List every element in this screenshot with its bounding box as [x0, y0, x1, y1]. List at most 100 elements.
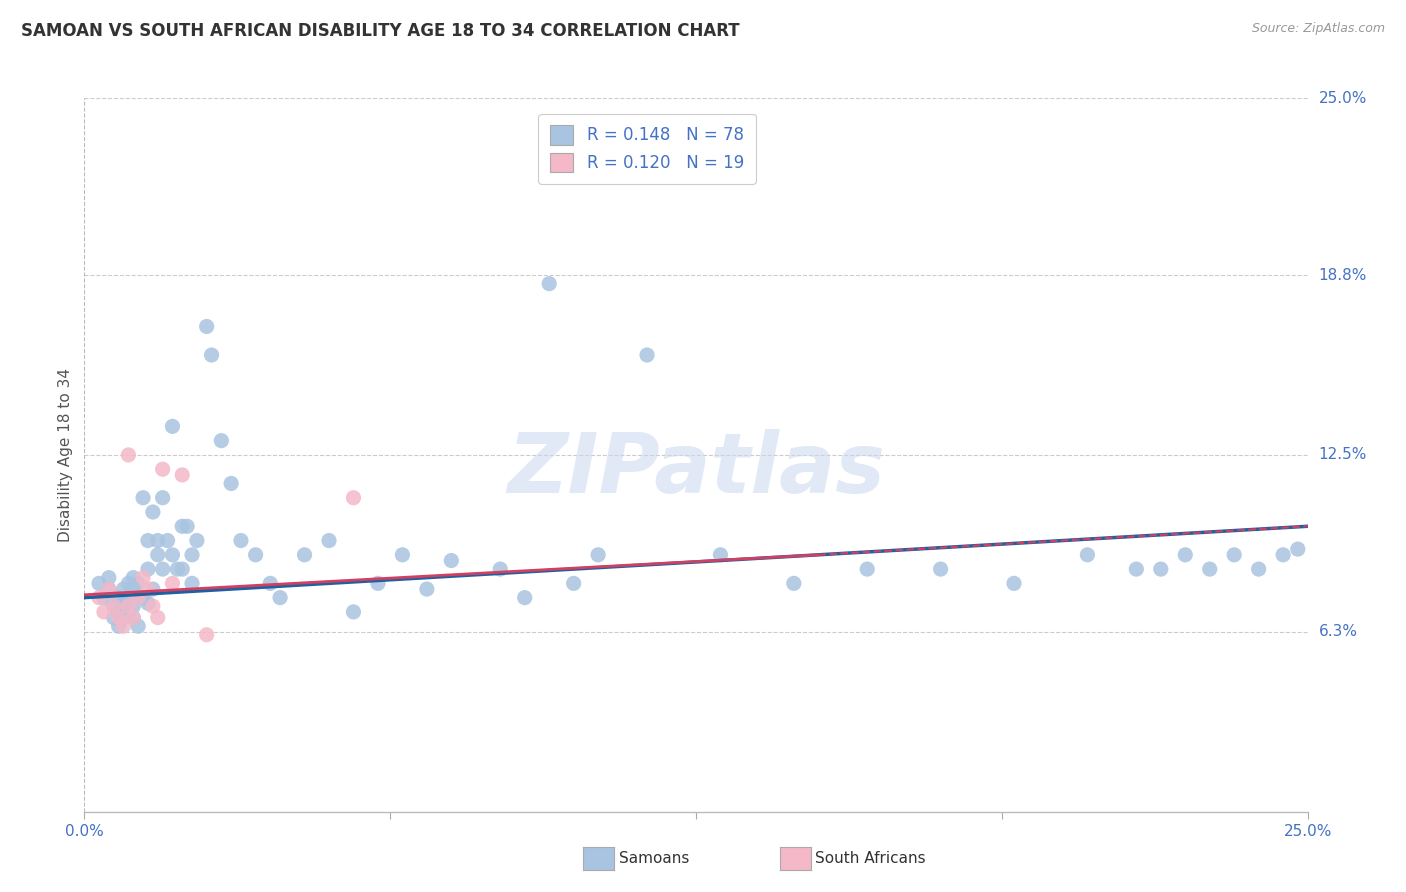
Point [416, 582, 439, 596]
Point [117, 576, 139, 591]
Point [245, 548, 267, 562]
Point [181, 576, 204, 591]
Point [127, 576, 149, 591]
Point [172, 519, 194, 533]
Text: Samoans: Samoans [619, 851, 689, 865]
Point [176, 519, 198, 533]
Point [136, 582, 159, 596]
Point [122, 610, 145, 624]
Text: South Africans: South Africans [815, 851, 927, 865]
Point [103, 599, 125, 614]
Point [122, 610, 145, 624]
Point [342, 605, 364, 619]
Point [1272, 548, 1295, 562]
Point [136, 596, 159, 610]
Text: ZIPatlas: ZIPatlas [508, 429, 884, 509]
Point [1002, 576, 1025, 591]
Point [489, 562, 512, 576]
Point [146, 533, 169, 548]
Point [342, 491, 364, 505]
Point [93, 591, 115, 605]
Text: 6.3%: 6.3% [1319, 624, 1358, 640]
Text: 18.8%: 18.8% [1319, 268, 1367, 283]
Text: SAMOAN VS SOUTH AFRICAN DISABILITY AGE 18 TO 34 CORRELATION CHART: SAMOAN VS SOUTH AFRICAN DISABILITY AGE 1… [21, 22, 740, 40]
Point [146, 610, 169, 624]
Point [195, 628, 218, 642]
Point [103, 610, 125, 624]
Text: Source: ZipAtlas.com: Source: ZipAtlas.com [1251, 22, 1385, 36]
Point [152, 491, 174, 505]
Point [1174, 548, 1197, 562]
Point [219, 476, 242, 491]
Point [166, 562, 188, 576]
Point [181, 548, 204, 562]
Point [162, 576, 184, 591]
Point [200, 348, 222, 362]
Point [538, 277, 561, 291]
Point [132, 571, 155, 585]
Point [142, 505, 165, 519]
Point [112, 619, 135, 633]
Point [1076, 548, 1098, 562]
Point [127, 591, 149, 605]
Legend: R = 0.148   N = 78, R = 0.120   N = 19: R = 0.148 N = 78, R = 0.120 N = 19 [538, 113, 755, 184]
Point [856, 562, 879, 576]
Point [152, 462, 174, 476]
Point [136, 562, 159, 576]
Point [172, 467, 194, 482]
Point [440, 553, 463, 567]
Point [107, 610, 129, 624]
Point [783, 576, 806, 591]
Point [122, 599, 145, 614]
Point [172, 562, 194, 576]
Point [107, 591, 129, 605]
Point [269, 591, 291, 605]
Point [1247, 562, 1270, 576]
Point [112, 596, 135, 610]
Point [93, 605, 115, 619]
Point [929, 562, 952, 576]
Point [152, 562, 174, 576]
Point [97, 571, 120, 585]
Point [142, 582, 165, 596]
Point [107, 619, 129, 633]
Point [229, 533, 252, 548]
Point [162, 548, 184, 562]
Point [318, 533, 340, 548]
Point [112, 582, 135, 596]
Text: 12.5%: 12.5% [1319, 448, 1367, 462]
Point [122, 582, 145, 596]
Point [1150, 562, 1173, 576]
Point [513, 591, 536, 605]
Point [1223, 548, 1246, 562]
Point [117, 605, 139, 619]
Point [195, 319, 218, 334]
Point [367, 576, 389, 591]
Point [127, 619, 149, 633]
Text: 25.0%: 25.0% [1319, 91, 1367, 105]
Point [1125, 562, 1147, 576]
Point [127, 591, 149, 605]
Point [136, 533, 159, 548]
Point [156, 533, 179, 548]
Point [132, 491, 155, 505]
Point [1198, 562, 1220, 576]
Point [117, 448, 139, 462]
Point [146, 548, 169, 562]
Point [186, 533, 208, 548]
Point [294, 548, 316, 562]
Point [142, 599, 165, 614]
Point [117, 591, 139, 605]
Point [132, 591, 155, 605]
Point [122, 571, 145, 585]
Point [562, 576, 585, 591]
Point [107, 605, 129, 619]
Point [97, 582, 120, 596]
Point [162, 419, 184, 434]
Y-axis label: Disability Age 18 to 34: Disability Age 18 to 34 [58, 368, 73, 542]
Point [709, 548, 731, 562]
Point [636, 348, 658, 362]
Point [209, 434, 232, 448]
Point [259, 576, 281, 591]
Point [97, 582, 120, 596]
